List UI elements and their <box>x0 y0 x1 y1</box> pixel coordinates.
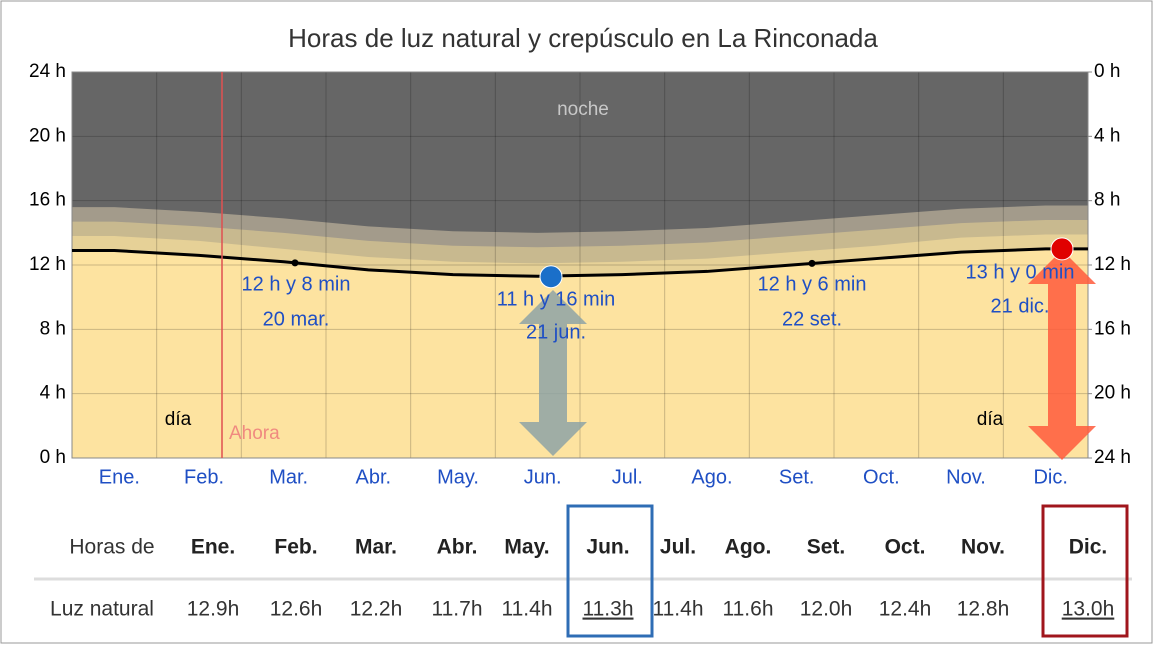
annotation-date: 22 set. <box>782 308 842 330</box>
table-month: Dic. <box>1069 536 1108 559</box>
daylight-line <box>72 247 1088 278</box>
x-tick-label: Dic. <box>1033 466 1067 488</box>
x-tick-label: Feb. <box>184 466 224 488</box>
table-month: Ago. <box>725 536 772 559</box>
table-value: 13.0h <box>1062 598 1115 621</box>
x-tick-label: Jun. <box>524 466 562 488</box>
y2-tick-label: 20 h <box>1094 383 1131 404</box>
now-label: Ahora <box>229 423 280 444</box>
x-tick-label: Nov. <box>946 466 986 488</box>
table-month: Mar. <box>355 536 397 559</box>
y2-tick-label: 8 h <box>1094 190 1120 211</box>
table-value: 11.6h <box>723 598 774 621</box>
table-value: 12.8h <box>957 598 1010 621</box>
table-month: Set. <box>807 536 846 559</box>
highlight-box <box>566 504 654 638</box>
day-label: día <box>165 409 192 430</box>
x-tick-label: Ago. <box>691 466 732 488</box>
x-tick-label: Ene. <box>99 466 140 488</box>
y-tick-label: 12 h <box>29 254 66 275</box>
y2-tick-label: 24 h <box>1094 447 1131 468</box>
y-tick-label: 24 h <box>29 61 66 82</box>
annotation-text: 12 h y 6 min <box>758 273 867 295</box>
table-month: Jun. <box>586 536 629 559</box>
day-area <box>72 248 1088 458</box>
x-tick-label: Abr. <box>356 466 392 488</box>
annotation-text: 12 h y 8 min <box>242 273 351 295</box>
table-value: 11.4h <box>653 598 704 621</box>
annotation-marker <box>1050 237 1074 261</box>
table-month: May. <box>504 536 549 559</box>
y-tick-label: 16 h <box>29 190 66 211</box>
highlight-box <box>1041 504 1129 638</box>
table-month: Jul. <box>660 536 696 559</box>
x-tick-label: Mar. <box>269 466 308 488</box>
table-header-label: Horas de <box>69 536 154 559</box>
y-tick-label: 4 h <box>40 383 66 404</box>
annotation-date: 21 jun. <box>526 321 586 343</box>
x-tick-label: Set. <box>779 466 815 488</box>
table-month: Oct. <box>885 536 926 559</box>
y2-tick-label: 0 h <box>1094 61 1120 82</box>
arrow <box>1028 250 1096 460</box>
y-tick-label: 8 h <box>40 318 66 339</box>
x-tick-label: Jul. <box>612 466 643 488</box>
y-tick-label: 20 h <box>29 125 66 146</box>
table-value: 11.7h <box>432 598 483 621</box>
annotation-date: 20 mar. <box>263 308 330 330</box>
table-row-label: Luz natural <box>50 598 154 621</box>
chart-title: Horas de luz natural y crepúsculo en La … <box>288 23 878 53</box>
table-value: 12.6h <box>270 598 323 621</box>
night-label: noche <box>557 99 609 120</box>
table-value: 12.0h <box>800 598 853 621</box>
day-label: día <box>977 409 1004 430</box>
y2-tick-label: 12 h <box>1094 254 1131 275</box>
x-tick-label: May. <box>437 466 479 488</box>
table-value: 12.2h <box>350 598 403 621</box>
table-month: Ene. <box>191 536 235 559</box>
table-value: 11.3h <box>583 598 634 621</box>
annotation-date: 21 dic. <box>991 295 1050 317</box>
annotation-text: 11 h y 16 min <box>497 288 616 310</box>
annotation-marker <box>291 259 299 267</box>
x-tick-label: Oct. <box>863 466 900 488</box>
table-value: 12.4h <box>879 598 932 621</box>
arrow <box>519 290 587 456</box>
table-month: Feb. <box>274 536 317 559</box>
annotation-marker <box>808 259 816 267</box>
y2-tick-label: 16 h <box>1094 318 1131 339</box>
table-month: Abr. <box>437 536 478 559</box>
table-value: 12.9h <box>187 598 240 621</box>
table-value: 11.4h <box>502 598 553 621</box>
annotation-text: 13 h y 0 min <box>966 261 1075 283</box>
y-tick-label: 0 h <box>40 447 66 468</box>
table-month: Nov. <box>961 536 1005 559</box>
annotation-marker <box>539 265 563 289</box>
y2-tick-label: 4 h <box>1094 125 1120 146</box>
